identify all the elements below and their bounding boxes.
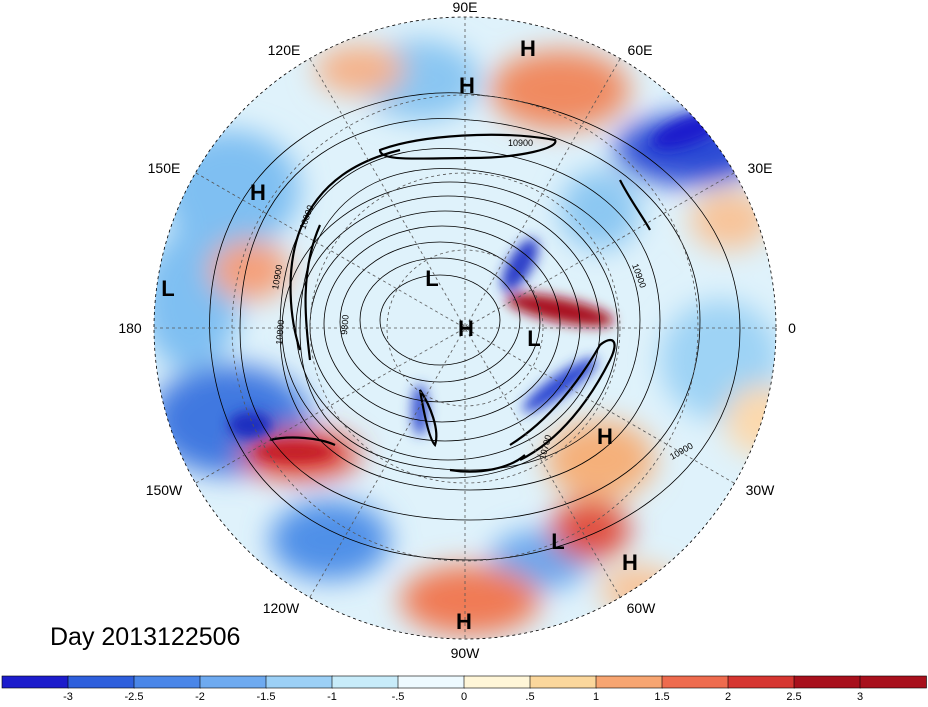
colorbar-tick-label: 2.5: [786, 691, 801, 702]
colorbar-tick-label: -1.5: [257, 691, 276, 702]
contour-label: 9800: [339, 314, 351, 335]
high-pressure-center: H: [458, 316, 474, 341]
lon-120e: 120E: [268, 42, 301, 58]
colorbar-swatch: [67, 675, 135, 689]
colorbar-swatch: [859, 675, 927, 689]
colorbar-tick-label: 1: [593, 691, 599, 702]
low-pressure-center: L: [527, 326, 540, 351]
lon-30e: 30E: [748, 160, 773, 176]
lon-180: 180: [118, 320, 142, 336]
contour-label: 10900: [508, 138, 533, 148]
colorbar-swatch: [265, 675, 333, 689]
lon-0: 0: [788, 320, 796, 336]
colorbar-swatch: [727, 675, 795, 689]
low-pressure-center: L: [551, 529, 564, 554]
colorbar-tick-label: -2.5: [125, 691, 144, 702]
colorbar-swatch: [793, 675, 861, 689]
colorbar-swatch: [133, 675, 201, 689]
lon-30w: 30W: [746, 482, 776, 498]
high-pressure-center: H: [597, 424, 613, 449]
lon-90w: 90W: [451, 645, 481, 661]
date-label: Day 2013122506: [50, 623, 240, 651]
colorbar-swatch: [661, 675, 729, 689]
colorbar-tick-label: -1: [327, 691, 337, 702]
low-pressure-center: L: [161, 276, 174, 301]
contour-label: 10900: [270, 264, 284, 290]
colorbar-tick-label: -3: [63, 691, 73, 702]
high-pressure-center: H: [250, 180, 266, 205]
colorbar: -3 -2.5 -2 -1.5 -1 -.5 0 .5 1 1.5 2 2.5 3: [1, 675, 927, 703]
colorbar-swatch: [529, 675, 597, 689]
lon-60w: 60W: [627, 600, 657, 616]
colorbar-swatch: [331, 675, 399, 689]
lon-150w: 150W: [146, 482, 183, 498]
pressure-centers: H H H H H H H L L L L: [161, 36, 638, 634]
colorbar-swatch: [463, 675, 531, 689]
graticule: [154, 17, 776, 639]
colorbar-tick-label: 0: [461, 691, 467, 702]
colorbar-tick-label: 1.5: [654, 691, 669, 702]
low-pressure-center: L: [425, 266, 438, 291]
longitude-labels: 90E 120E 60E 150E 30E 180 0 150W 30W 120…: [118, 0, 796, 661]
colorbar-tick-label: -2: [195, 691, 205, 702]
colorbar-swatch: [1, 675, 69, 689]
colorbar-swatch: [397, 675, 465, 689]
high-pressure-center: H: [622, 550, 638, 575]
map-boundary: [153, 16, 777, 640]
height-contours: [209, 92, 741, 561]
colorbar-tick-label: -.5: [392, 691, 405, 702]
lon-120w: 120W: [263, 600, 300, 616]
lon-60e: 60E: [628, 42, 653, 58]
colorbar-swatch: [199, 675, 267, 689]
colorbar-tick-label: 2: [725, 691, 731, 702]
high-pressure-center: H: [459, 73, 475, 98]
colorbar-swatch: [595, 675, 663, 689]
high-pressure-center: H: [456, 609, 472, 634]
colorbar-tick-label: 3: [857, 691, 863, 702]
lon-150e: 150E: [148, 160, 181, 176]
contour-label: 10800: [274, 319, 286, 345]
high-pressure-center: H: [520, 36, 536, 61]
colorbar-tick-label: .5: [525, 691, 534, 702]
lon-90e: 90E: [453, 0, 478, 15]
